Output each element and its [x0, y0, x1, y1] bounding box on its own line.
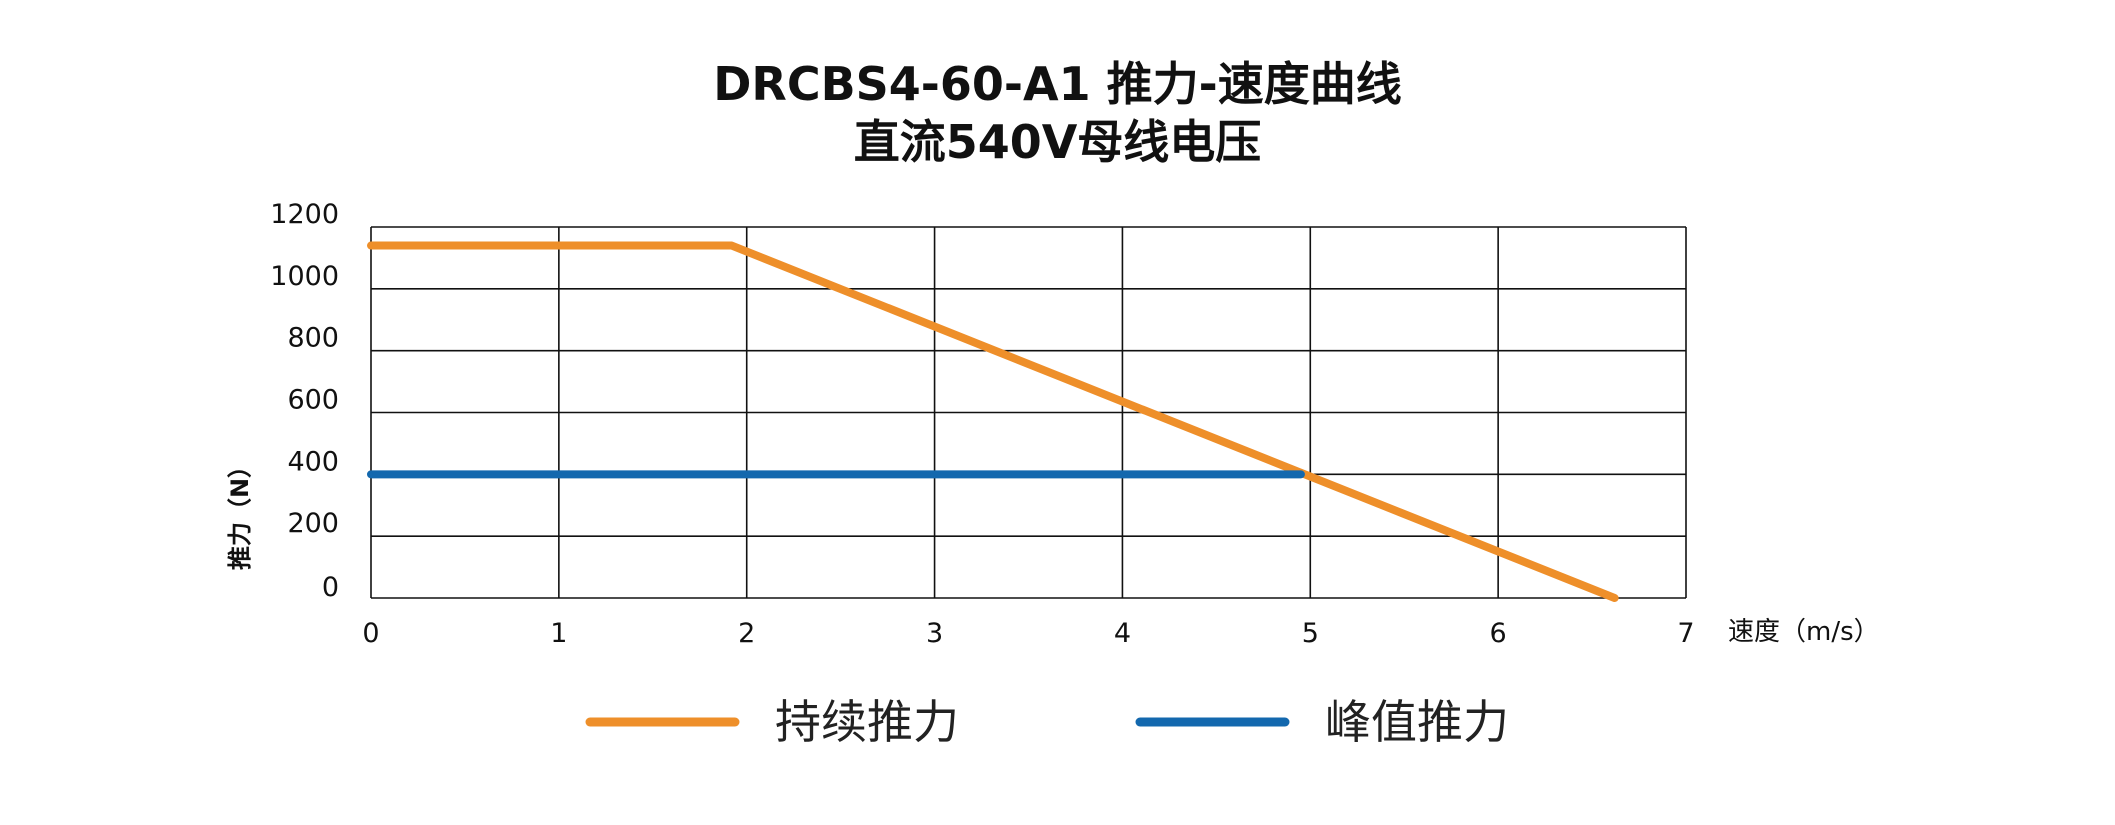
x-tick-label: 4	[1114, 618, 1131, 649]
x-tick-label: 3	[926, 618, 943, 649]
y-tick-label: 400	[287, 446, 339, 477]
x-tick-label: 7	[1677, 618, 1694, 649]
legend-label: 持续推力	[775, 695, 959, 749]
chart-subtitle: 直流540V母线电压	[853, 115, 1262, 169]
legend-label: 峰值推力	[1325, 695, 1509, 749]
y-tick-label: 1200	[270, 199, 339, 230]
series-line-continuous-thrust	[367, 241, 1619, 602]
x-tick-label: 5	[1302, 618, 1319, 649]
x-axis-label: 速度（m/s）	[1728, 617, 1880, 647]
y-tick-label: 0	[322, 572, 339, 603]
x-tick-label: 6	[1490, 618, 1507, 649]
x-tick-label: 1	[550, 618, 567, 649]
y-tick-label: 1000	[270, 261, 339, 292]
y-tick-label: 200	[287, 508, 339, 539]
chart-title: DRCBS4-60-A1 推力-速度曲线	[713, 57, 1402, 111]
y-tick-label: 800	[287, 323, 339, 354]
y-axis-label: 推力（N）	[226, 454, 254, 570]
y-tick-label: 600	[287, 385, 339, 416]
x-tick-label: 2	[738, 618, 755, 649]
x-tick-label: 0	[362, 618, 379, 649]
